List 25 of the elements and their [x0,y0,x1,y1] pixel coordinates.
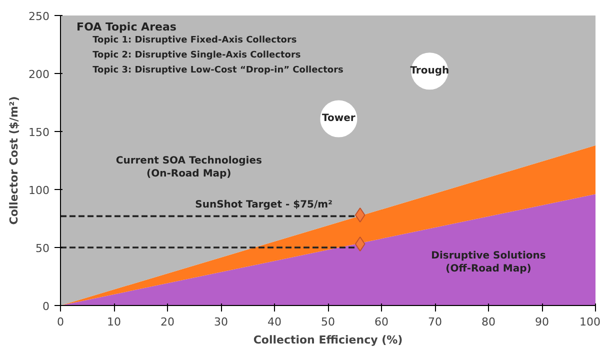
y-tick-label: 250 [28,10,50,23]
y-tick-label: 150 [28,126,50,139]
x-tick-label: 50 [321,316,335,328]
x-tick-label: 90 [535,316,549,328]
annotation: Topic 3: Disruptive Low-Cost “Drop-in” Collectors [92,66,344,76]
annotation: Topic 2: Disruptive Single-Axis Collectors [92,50,301,60]
y-tick-label: 200 [28,68,50,81]
x-tick-label: 80 [482,316,496,328]
y-tick-label: 50 [36,242,50,255]
y-tick-label: 0 [42,300,50,313]
annotation: Trough [410,66,450,77]
x-axis-title: Collection Efficiency (%) [253,334,403,346]
y-tick-label: 100 [28,184,50,197]
x-tick-label: 10 [107,316,121,328]
annotation: FOA Topic Areas [76,20,177,34]
annotation: Topic 1: Disruptive Fixed-Axis Collectors [92,36,297,46]
x-tick-label: 100 [580,316,600,328]
y-axis-title: Collector Cost ($/m²) [8,96,21,225]
annotation: Tower [322,113,356,124]
x-tick-label: 70 [428,316,442,328]
x-tick-label: 40 [268,316,282,328]
x-tick-label: 30 [214,316,228,328]
x-tick-label: 0 [57,316,64,328]
x-tick-label: 60 [374,316,388,328]
x-tick-label: 20 [160,316,174,328]
